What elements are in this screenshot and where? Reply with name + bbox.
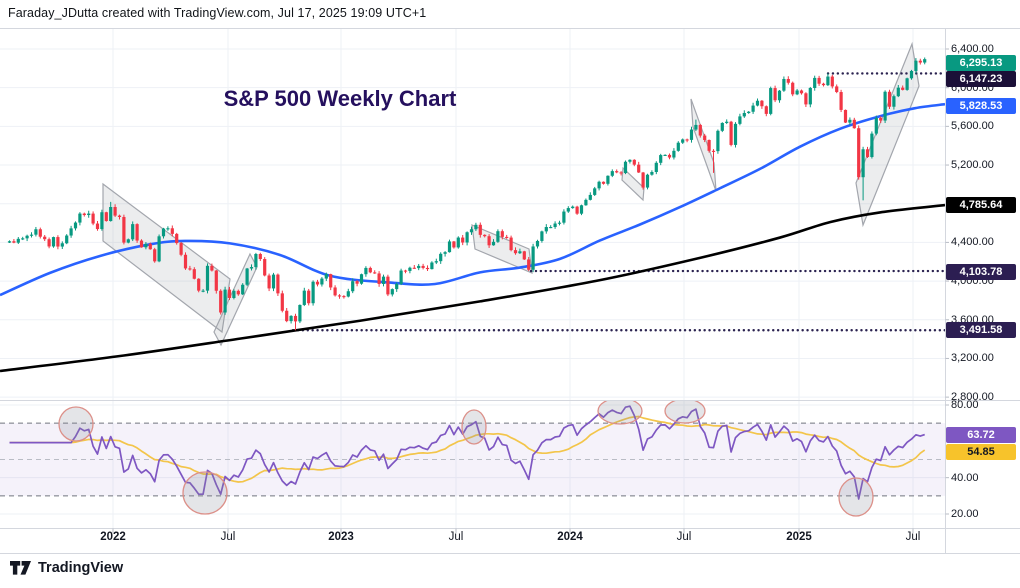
channel-annotation xyxy=(855,41,920,228)
rsi-axis-label: 40.00 xyxy=(951,471,979,484)
time-axis-label: 2025 xyxy=(786,531,812,543)
ma-slow-badge: 4,785.64 xyxy=(946,197,1016,213)
rsi-highlight-circle xyxy=(461,409,487,445)
rsi-value-badge: 63.72 xyxy=(946,427,1016,443)
time-axis-label: Jul xyxy=(905,531,921,543)
price-axis-label: 4,400.00 xyxy=(951,236,994,249)
channel-annotation xyxy=(690,98,717,192)
rsi-highlight-circle xyxy=(182,471,228,515)
time-axis-label: 2022 xyxy=(100,531,126,543)
price-axis-label: 6,400.00 xyxy=(951,43,994,55)
time-axis-label: 2023 xyxy=(328,531,354,543)
price-axis-label: 5,600.00 xyxy=(951,120,994,133)
rsi-signal-value-badge: 54.85 xyxy=(946,444,1016,460)
time-axis-label: Jul xyxy=(220,531,236,543)
chart-title: S&P 500 Weekly Chart xyxy=(223,86,457,111)
rsi-axis-label: 20.00 xyxy=(951,508,979,520)
candle-series[interactable] xyxy=(7,57,927,331)
tradingview-logo[interactable] xyxy=(10,561,32,575)
channel-annotation xyxy=(621,166,645,202)
time-axis-label: 2024 xyxy=(557,531,583,543)
time-axis-label: Jul xyxy=(448,531,464,543)
footer-brand[interactable]: TradingView xyxy=(38,560,124,576)
rsi-axis-label: 80.00 xyxy=(951,399,979,411)
ma-fast-badge: 5,828.53 xyxy=(946,98,1016,114)
rsi-line[interactable] xyxy=(9,405,925,500)
channel-annotation xyxy=(102,182,231,334)
ma-fast-line[interactable] xyxy=(0,102,945,297)
attribution-text: Faraday_JDutta created with TradingView.… xyxy=(8,6,427,20)
last-price-badge: 6,295.13 xyxy=(946,55,1016,71)
level-badge-6147: 6,147.23 xyxy=(946,71,1016,87)
price-axis[interactable]: 6,400.00 6,000.00 5,600.00 5,200.00 4,400.00… xyxy=(945,0,1020,553)
rsi-highlight-circle xyxy=(664,400,706,424)
rsi-highlight-circle xyxy=(838,477,874,517)
time-axis-label: Jul xyxy=(676,531,692,543)
footer: TradingView xyxy=(10,560,123,576)
price-axis-label: 3,200.00 xyxy=(951,352,994,365)
rsi-signal-line[interactable] xyxy=(9,415,926,483)
level-badge-4103: 4,103.78 xyxy=(946,264,1016,280)
time-axis[interactable]: 2022 Jul 2023 Jul 2024 Jul 2025 Jul xyxy=(0,531,945,551)
level-badge-3491: 3,491.58 xyxy=(946,322,1016,338)
rsi-highlight-circle xyxy=(597,400,643,425)
ma-slow-line[interactable] xyxy=(0,203,945,373)
panel-borders xyxy=(0,28,1020,554)
price-axis-label: 2,800.00 xyxy=(951,391,994,404)
rsi-highlight-circle xyxy=(58,406,94,442)
price-axis-label: 5,200.00 xyxy=(951,159,994,172)
